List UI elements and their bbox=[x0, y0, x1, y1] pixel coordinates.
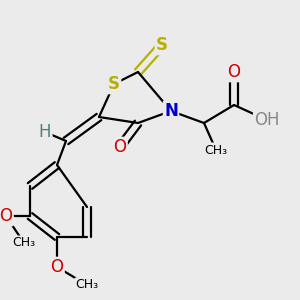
Text: O: O bbox=[0, 207, 13, 225]
Text: H: H bbox=[39, 123, 51, 141]
Text: CH₃: CH₃ bbox=[75, 278, 99, 292]
Text: N: N bbox=[164, 102, 178, 120]
Text: S: S bbox=[108, 75, 120, 93]
Text: O: O bbox=[227, 63, 241, 81]
Text: O: O bbox=[50, 258, 64, 276]
Text: OH: OH bbox=[254, 111, 280, 129]
Text: S: S bbox=[156, 36, 168, 54]
Text: CH₃: CH₃ bbox=[12, 236, 36, 250]
Text: CH₃: CH₃ bbox=[204, 143, 228, 157]
Text: O: O bbox=[113, 138, 127, 156]
